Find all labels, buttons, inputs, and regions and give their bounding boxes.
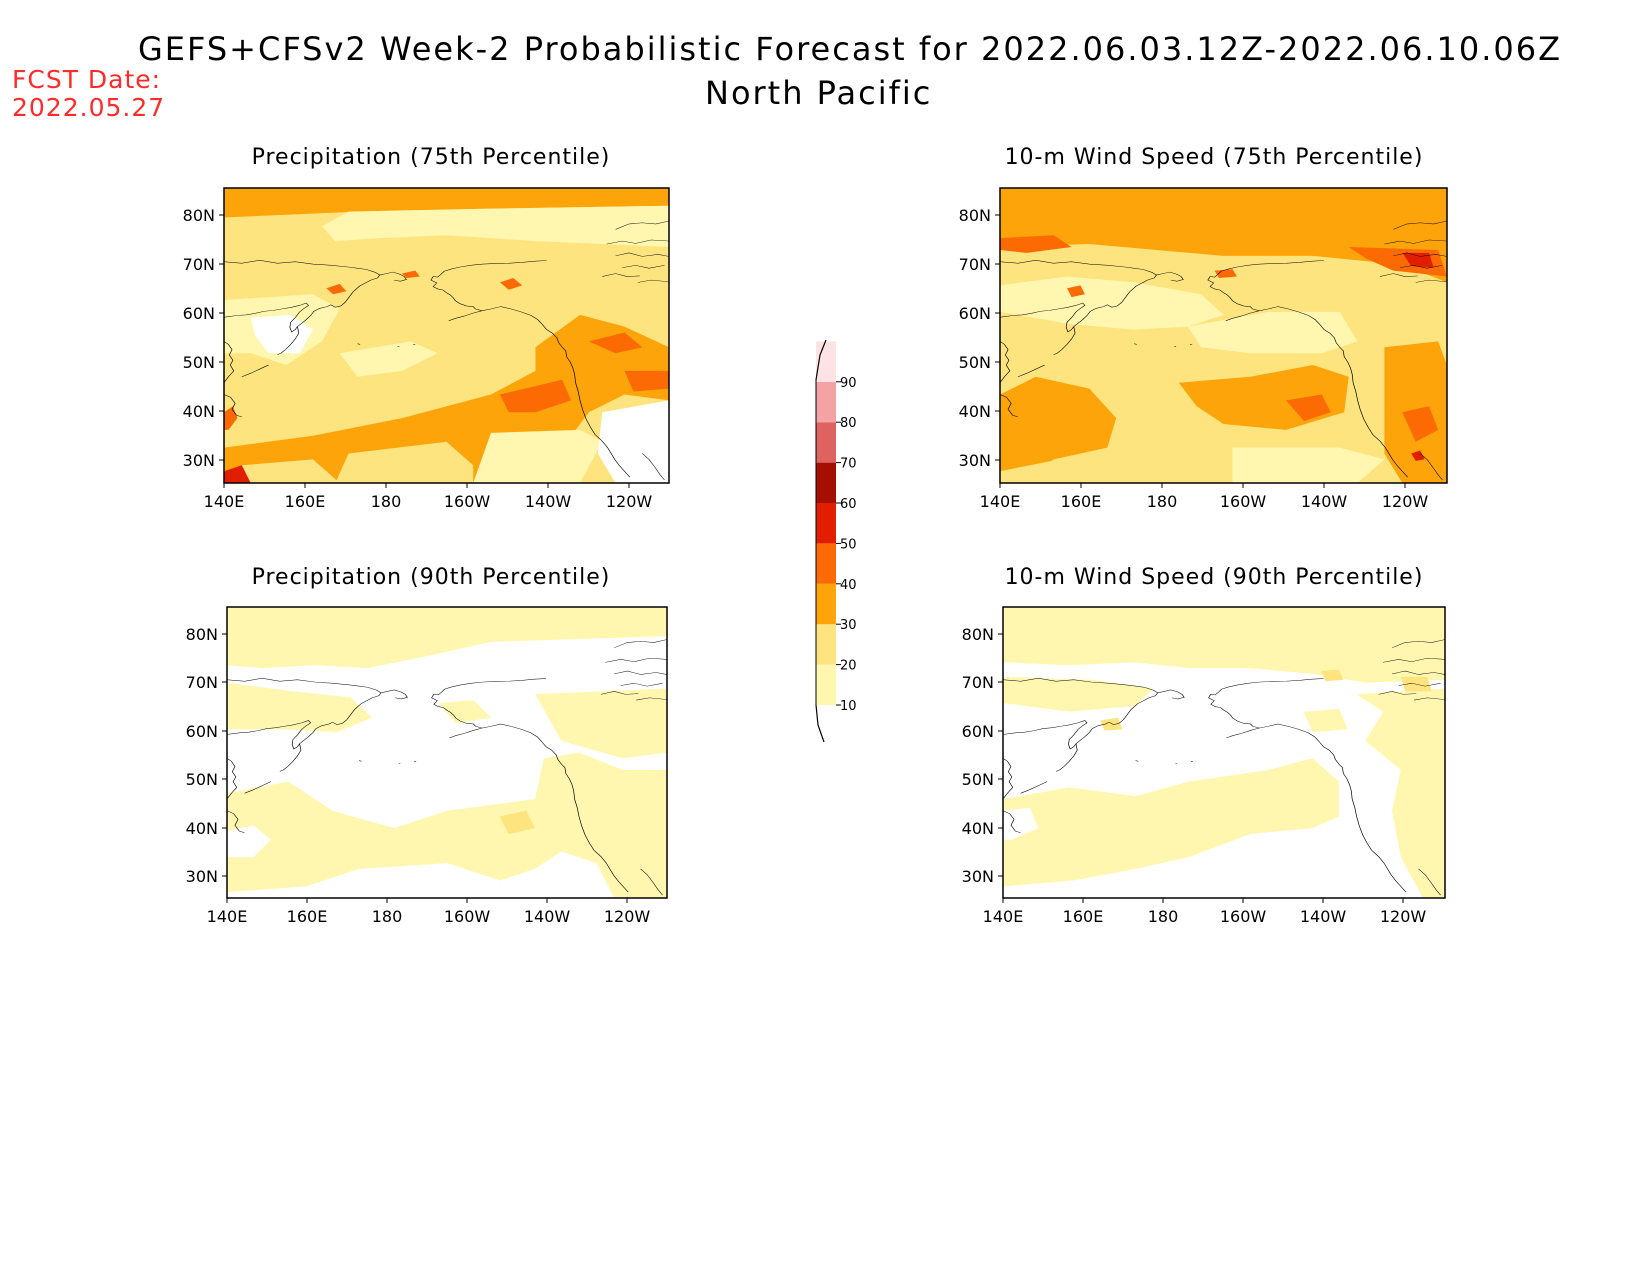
panel-precip-75: Precipitation (75th Percentile) 80	[183, 145, 670, 511]
lon-tick-label: 140E	[983, 907, 1024, 926]
lon-axis: 140E 160E 180 160W 140W 120W	[207, 898, 651, 926]
fcst-date-value: 2022.05.27	[12, 93, 166, 122]
lon-tick-label: 140W	[1300, 907, 1347, 926]
lat-tick-label: 60N	[959, 304, 991, 323]
lon-tick-label: 120W	[1380, 907, 1427, 926]
lat-tick-label: 30N	[183, 451, 215, 470]
lat-axis: 80N 70N 60N 50N 40N 30N	[183, 206, 224, 470]
lon-axis: 140E 160E 180 160W 140W 120W	[204, 483, 653, 511]
colorbar-label: 60	[840, 497, 857, 512]
lat-tick-label: 50N	[962, 770, 994, 789]
colorbar-label: 30	[840, 618, 857, 633]
lat-tick-label: 50N	[183, 353, 215, 372]
lat-axis: 80N 70N 60N 50N 40N 30N	[186, 625, 227, 886]
fcst-date-caption: FCST Date:	[12, 65, 162, 94]
colorbar-swatches	[816, 341, 836, 705]
map-plot-area	[1003, 607, 1445, 898]
lat-tick-label: 80N	[183, 206, 215, 225]
panel-wind-90: 10-m Wind Speed (90th Percentile) 80N 70…	[962, 565, 1446, 926]
panel-precip-90: Precipitation (90th Percentile) 80N 70N …	[186, 565, 668, 926]
colorbar-label: 50	[840, 537, 857, 552]
lon-tick-label: 140E	[207, 907, 248, 926]
lon-tick-label: 120W	[606, 492, 653, 511]
lon-tick-label: 180	[1148, 907, 1179, 926]
lon-tick-label: 160W	[444, 492, 491, 511]
lon-tick-label: 140W	[1301, 492, 1348, 511]
figure-title: GEFS+CFSv2 Week-2 Probabilistic Forecast…	[138, 30, 1563, 68]
lat-tick-label: 70N	[186, 673, 218, 692]
lon-tick-label: 160E	[1063, 907, 1104, 926]
lon-tick-label: 160E	[287, 907, 328, 926]
lon-tick-label: 120W	[1382, 492, 1429, 511]
lon-tick-label: 180	[371, 492, 402, 511]
lon-tick-label: 180	[372, 907, 403, 926]
panel-wind-75: 10-m Wind Speed (75th Percentile) 80N 70…	[959, 145, 1448, 511]
lon-tick-label: 160W	[1220, 907, 1267, 926]
colorbar-label: 20	[840, 659, 857, 674]
panel-title: 10-m Wind Speed (75th Percentile)	[1005, 145, 1424, 170]
panel-title: Precipitation (90th Percentile)	[252, 565, 611, 590]
lat-tick-label: 70N	[962, 673, 994, 692]
lon-tick-label: 160E	[1061, 492, 1102, 511]
colorbar-swatch	[816, 624, 836, 665]
colorbar-labels: 10 20 30 40 50 60 70 80 90	[836, 376, 857, 714]
lat-tick-label: 50N	[959, 353, 991, 372]
lat-tick-label: 30N	[962, 867, 994, 886]
lon-tick-label: 120W	[604, 907, 651, 926]
lon-tick-label: 160W	[444, 907, 491, 926]
lat-tick-label: 80N	[186, 625, 218, 644]
panel-title: Precipitation (75th Percentile)	[252, 145, 611, 170]
colorbar-swatch	[816, 503, 836, 544]
colorbar-swatch	[816, 462, 836, 503]
map-plot-area	[1000, 188, 1447, 483]
panel-title: 10-m Wind Speed (90th Percentile)	[1005, 565, 1424, 590]
lon-tick-label: 160W	[1220, 492, 1267, 511]
colorbar: 10 20 30 40 50 60 70 80 90	[815, 339, 857, 743]
colorbar-swatch	[816, 381, 836, 423]
lon-axis: 140E 160E 180 160W 140W 120W	[980, 483, 1429, 511]
forecast-date-label: FCST Date: 2022.05.27	[12, 66, 165, 122]
colorbar-label: 90	[840, 376, 857, 391]
lat-tick-label: 40N	[962, 819, 994, 838]
lat-tick-label: 70N	[183, 255, 215, 274]
lon-tick-label: 160E	[285, 492, 326, 511]
lon-tick-label: 140E	[204, 492, 245, 511]
lon-tick-label: 140W	[525, 492, 572, 511]
colorbar-label: 10	[840, 699, 857, 714]
map-plot-area	[224, 188, 669, 483]
lon-tick-label: 140E	[980, 492, 1021, 511]
colorbar-swatch	[816, 422, 836, 463]
lat-tick-label: 40N	[186, 819, 218, 838]
colorbar-label: 80	[840, 416, 857, 431]
lon-tick-label: 140W	[524, 907, 571, 926]
lat-tick-label: 40N	[959, 402, 991, 421]
lat-tick-label: 50N	[186, 770, 218, 789]
colorbar-swatch	[816, 543, 836, 584]
lat-axis: 80N 70N 60N 50N 40N 30N	[962, 625, 1003, 886]
lat-tick-label: 80N	[962, 625, 994, 644]
lat-tick-label: 70N	[959, 255, 991, 274]
lat-tick-label: 40N	[183, 402, 215, 421]
lon-axis: 140E 160E 180 160W 140W 120W	[983, 898, 1427, 926]
colorbar-label: 40	[840, 578, 857, 593]
lat-axis: 80N 70N 60N 50N 40N 30N	[959, 206, 1000, 470]
lat-tick-label: 30N	[186, 867, 218, 886]
colorbar-swatch	[816, 664, 836, 705]
lat-tick-label: 30N	[959, 451, 991, 470]
lon-tick-label: 180	[1147, 492, 1178, 511]
lat-tick-label: 80N	[959, 206, 991, 225]
figure-subtitle: North Pacific	[705, 74, 933, 112]
lat-tick-label: 60N	[183, 304, 215, 323]
lat-tick-label: 60N	[962, 722, 994, 741]
map-plot-area	[227, 607, 667, 898]
lat-tick-label: 60N	[186, 722, 218, 741]
colorbar-swatch	[816, 583, 836, 625]
colorbar-label: 70	[840, 457, 857, 472]
